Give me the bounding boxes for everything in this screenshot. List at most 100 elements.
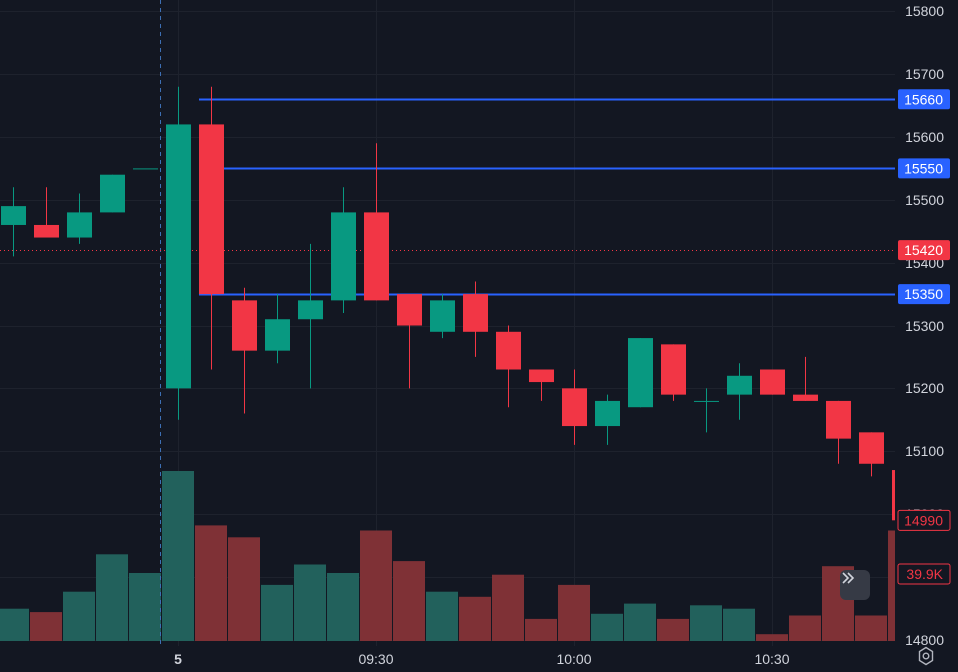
candle[interactable] <box>661 344 686 401</box>
candle-body <box>760 369 785 395</box>
candles <box>1 86 917 521</box>
current-price-badge-label: 15420 <box>904 242 943 258</box>
scroll-to-realtime-button[interactable] <box>840 570 870 600</box>
current-price-badge-box <box>898 240 950 261</box>
candle-body <box>331 212 356 301</box>
current-price-badge: 15420 <box>898 240 950 261</box>
time-tick-label: 09:30 <box>358 651 393 667</box>
candle[interactable] <box>793 356 818 401</box>
volume-bar <box>789 615 821 641</box>
line-price-badge-box <box>898 158 950 179</box>
horizontal-lines <box>0 98 895 296</box>
price-badges: 15660 15550 15350 15420 14990 39.9K <box>897 89 951 585</box>
candle-body <box>859 432 884 464</box>
candle[interactable] <box>298 243 323 389</box>
candle-body <box>166 124 191 389</box>
candle-body <box>1 206 26 225</box>
candle-body <box>826 400 851 439</box>
candle-body <box>463 294 488 332</box>
volume-bar <box>492 574 524 641</box>
candle[interactable] <box>694 388 719 433</box>
candle-body <box>529 369 554 383</box>
candle[interactable] <box>859 432 884 477</box>
candle-body <box>793 394 818 401</box>
volume-bar <box>96 554 128 641</box>
candle-body <box>694 400 719 402</box>
candle-body <box>727 375 752 395</box>
candle[interactable] <box>100 174 125 213</box>
time-axis: 5 09:30 10:00 10:30 <box>0 646 958 672</box>
candle-body <box>430 300 455 332</box>
candle-body <box>133 168 158 170</box>
volume-bar <box>162 471 194 641</box>
volume-bar <box>261 584 293 641</box>
candle[interactable] <box>595 394 620 445</box>
candle[interactable] <box>265 294 290 364</box>
volume-bar <box>327 573 359 641</box>
volume-bar <box>459 596 491 641</box>
candle[interactable] <box>628 338 653 408</box>
volume-bars <box>0 471 920 641</box>
volume-bar <box>624 603 656 641</box>
volume-bar <box>360 530 392 641</box>
candle[interactable] <box>166 86 191 420</box>
candle[interactable] <box>232 287 257 414</box>
price-axis-background <box>895 0 958 672</box>
candle[interactable] <box>826 400 851 464</box>
volume-bar <box>63 591 95 641</box>
volume-bar <box>558 584 590 641</box>
candle-body <box>496 331 521 370</box>
candle[interactable] <box>1 187 26 257</box>
candle[interactable] <box>34 187 59 238</box>
price-tick-label: 15100 <box>905 443 944 459</box>
time-tick-label: 10:30 <box>754 651 789 667</box>
candle[interactable] <box>562 369 587 445</box>
volume-bar <box>228 537 260 641</box>
last-price-badge: 14990 <box>897 509 951 531</box>
candle[interactable] <box>529 369 554 401</box>
candle[interactable] <box>331 187 356 313</box>
candle[interactable] <box>727 363 752 420</box>
price-tick-label: 15300 <box>905 318 944 334</box>
candle[interactable] <box>430 294 455 339</box>
line-price-badge-label: 15660 <box>904 91 943 107</box>
price-tick-label: 15800 <box>905 3 944 19</box>
volume-bar <box>393 561 425 641</box>
volume-bar <box>0 608 29 641</box>
volume-bar <box>525 618 557 641</box>
price-tick-label: 15500 <box>905 192 944 208</box>
price-tick-label: 15600 <box>905 129 944 145</box>
last-price-badge-label: 14990 <box>904 512 943 528</box>
candle[interactable] <box>67 193 92 244</box>
line-price-badge: 15660 <box>898 89 950 110</box>
price-tick-label: 15200 <box>905 380 944 396</box>
chart-settings-button[interactable] <box>916 646 940 670</box>
candle-body <box>34 224 59 238</box>
candle[interactable] <box>364 143 389 301</box>
candle[interactable] <box>133 168 158 170</box>
candle[interactable] <box>496 325 521 408</box>
volume-bar <box>30 612 62 641</box>
time-tick-label: 10:00 <box>556 651 591 667</box>
gear-icon <box>918 646 934 666</box>
candle-body <box>397 294 422 326</box>
candle[interactable] <box>463 281 488 357</box>
line-price-badge: 15550 <box>898 158 950 179</box>
last-price-badge-box <box>897 509 951 531</box>
candle[interactable] <box>199 86 224 370</box>
candle[interactable] <box>760 369 785 395</box>
candle-body <box>100 174 125 213</box>
candle-body <box>661 344 686 395</box>
volume-bar <box>129 573 161 641</box>
line-price-badge-label: 15350 <box>904 286 943 302</box>
candle[interactable] <box>397 294 422 389</box>
candle-body <box>628 338 653 408</box>
price-tick-label: 15700 <box>905 66 944 82</box>
double-chevron-right-icon <box>842 572 855 584</box>
candle-body <box>199 124 224 295</box>
candle-body <box>364 212 389 301</box>
time-tick-label: 5 <box>174 651 182 667</box>
candle-body <box>67 212 92 238</box>
